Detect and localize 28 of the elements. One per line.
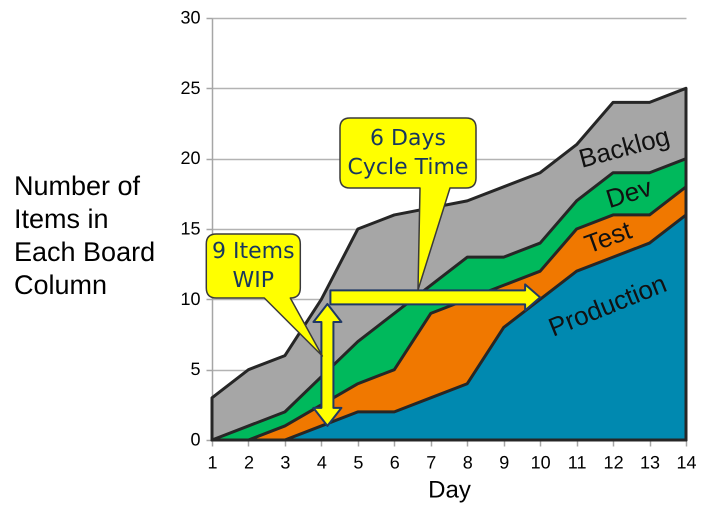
x-tick-label: 13 [640, 452, 660, 472]
y-axis-title: Number of Items in Each Board Column [14, 170, 156, 302]
y-tick-label: 5 [190, 359, 200, 380]
x-tick-label: 4 [316, 452, 327, 472]
y-tick-label: 30 [180, 8, 200, 28]
y-tick-label: 20 [180, 148, 200, 168]
x-tick-label: 1 [207, 452, 218, 472]
y-tick-label: 0 [190, 430, 200, 450]
x-tick-label: 5 [353, 452, 364, 472]
x-tick-label: 7 [426, 452, 436, 472]
x-tick-label: 9 [499, 452, 510, 472]
y-tick-label: 25 [180, 78, 200, 98]
x-tick-label: 14 [676, 452, 697, 472]
series-label: Test [580, 214, 636, 260]
x-tick-label: 2 [244, 452, 254, 472]
y-tick-label: 10 [180, 288, 200, 309]
annotation: 6 Days Cycle Time [346, 124, 470, 182]
x-tick-label: 8 [462, 452, 473, 472]
x-tick-label: 3 [280, 452, 290, 472]
series-label: Backlog [576, 120, 673, 174]
x-tick-label: 11 [568, 452, 586, 472]
y-tick-label: 15 [180, 218, 200, 238]
annotation: 9 Items WIP [211, 238, 296, 296]
x-tick-label: 12 [604, 452, 624, 472]
x-axis-title: Day [428, 476, 471, 504]
series-label: Dev [602, 172, 656, 214]
x-tick-label: 6 [390, 452, 400, 472]
x-tick-label: 10 [530, 452, 551, 472]
